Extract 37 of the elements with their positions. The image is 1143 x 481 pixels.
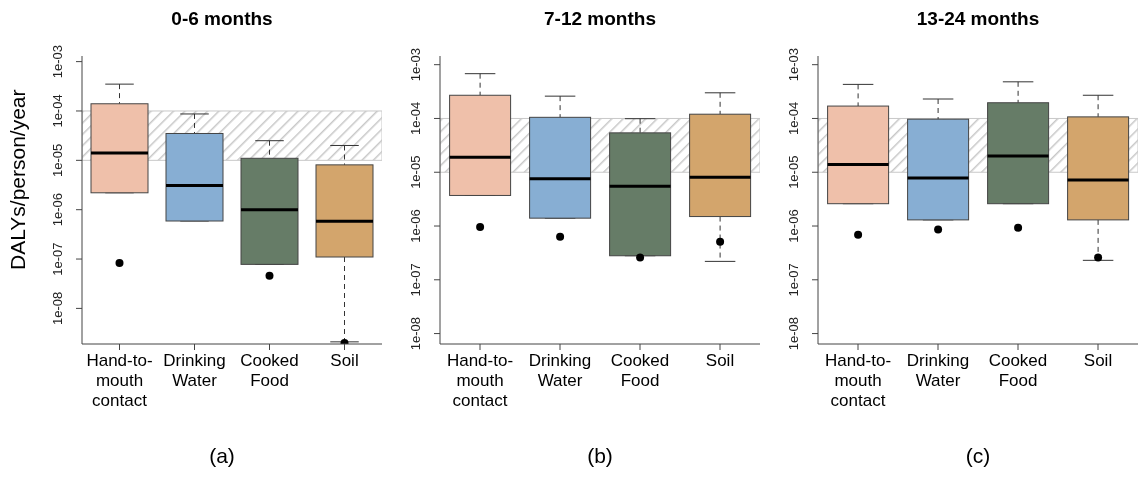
y-tick-label: 1e-05 <box>50 143 65 177</box>
y-tick-label: 1e-04 <box>786 101 801 136</box>
y-tick-label: 1e-08 <box>50 291 65 326</box>
y-tick-label: 1e-03 <box>50 45 65 79</box>
y-tick-label: 1e-08 <box>786 316 801 351</box>
y-tick-label: 1e-03 <box>408 48 423 82</box>
x-tick-label: Hand-to-mouth contact <box>446 351 514 410</box>
chart-title: 7-12 months <box>543 8 657 31</box>
x-tick-label: Cooked Food <box>610 351 670 390</box>
text: (c) <box>964 444 992 468</box>
x-tick-label: Soil <box>705 351 735 370</box>
y-tick-label: 1e-06 <box>408 209 423 243</box>
x-tick-label: Cooked Food <box>988 351 1048 390</box>
y-tick-label: 1e-04 <box>50 94 65 128</box>
x-tick-label: Drinking Water <box>528 351 592 390</box>
y-tick-label: 1e-03 <box>786 48 801 82</box>
x-tick-label: Drinking Water <box>163 351 226 390</box>
text: (a) <box>208 444 236 468</box>
x-tick-label: Soil <box>330 351 359 370</box>
y-tick-label: 1e-06 <box>50 193 65 227</box>
y-tick-label: 1e-08 <box>408 316 423 351</box>
y-tick-label: 1e-07 <box>786 263 801 297</box>
x-tick-label: Hand-to-mouth contact <box>824 351 892 410</box>
y-tick-label: 1e-05 <box>786 155 801 189</box>
text: (b) <box>586 444 614 468</box>
y-tick-label: 1e-05 <box>408 155 423 189</box>
y-tick-label: 1e-04 <box>408 101 423 136</box>
x-tick-label: Soil <box>1083 351 1113 370</box>
x-tick-label: Cooked Food <box>240 351 299 390</box>
y-tick-label: 1e-07 <box>408 263 423 297</box>
y-tick-label: 1e-06 <box>786 209 801 243</box>
chart-title: 0-6 months <box>170 8 274 31</box>
x-tick-label: Hand-to-mouth contact <box>86 351 153 410</box>
y-tick-label: 1e-07 <box>50 242 65 276</box>
y-axis-title: DALYs/person/year <box>6 89 30 270</box>
x-tick-label: Drinking Water <box>906 351 970 390</box>
chart-title: 13-24 months <box>915 8 1041 31</box>
